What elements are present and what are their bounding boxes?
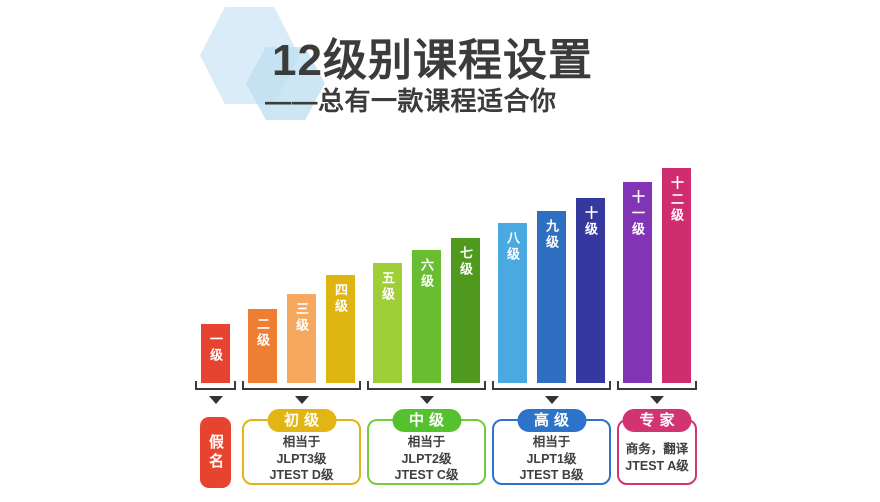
- category-description-line: 相当于: [282, 435, 321, 449]
- category-description: 相当于 JLPT2级 JTEST C级: [369, 434, 484, 484]
- down-arrow-icon: [419, 396, 434, 404]
- group-bracket: [367, 381, 486, 390]
- down-arrow-icon: [650, 396, 664, 404]
- page-subtitle: ——总有一款课程适合你: [265, 86, 557, 116]
- level-bar-10: 十级: [576, 198, 605, 383]
- category-description-line: JTEST D级: [269, 468, 334, 482]
- category-description-line: 商务，翻译: [625, 442, 689, 456]
- category-label: 假名: [207, 433, 224, 472]
- category-description-line: JLPT2级: [401, 451, 452, 466]
- category-box-2: 中级相当于 JLPT2级 JTEST C级: [367, 409, 486, 485]
- category-pill: 中级: [391, 409, 462, 432]
- category-description-line: JTEST A级: [625, 458, 689, 473]
- down-arrow-icon: [294, 396, 309, 404]
- category-pill: 初级: [266, 409, 337, 432]
- category-pill: 高级: [516, 409, 587, 432]
- level-bar-11: 十一级: [623, 182, 652, 383]
- level-bar-label: 十二级: [669, 176, 684, 224]
- level-bar-7: 七级: [451, 238, 480, 383]
- category-box-3: 高级相当于 JLPT1级 JTEST B级: [492, 409, 611, 485]
- category-description-line: 相当于: [407, 435, 446, 449]
- category-box-0: 假名: [200, 417, 231, 488]
- level-bar-label: 十一级: [630, 190, 645, 238]
- category-description-line: JLPT1级: [526, 451, 577, 466]
- level-bar-1: 一级: [201, 324, 230, 383]
- level-bar-label: 十级: [583, 206, 598, 238]
- category-box-4: 专家商务，翻译 JTEST A级: [617, 409, 697, 485]
- level-bar-2: 二级: [248, 309, 277, 383]
- page-title: 12级别课程设置: [272, 36, 593, 85]
- group-bracket: [242, 381, 361, 390]
- level-bar-label: 一级: [208, 332, 223, 364]
- category-description-line: JLPT3级: [276, 451, 327, 466]
- level-bar-12: 十二级: [662, 168, 691, 383]
- level-bar-4: 四级: [326, 275, 355, 383]
- group-bracket: [617, 381, 697, 390]
- category-description: 相当于 JLPT3级 JTEST D级: [244, 434, 359, 484]
- down-arrow-icon: [544, 396, 559, 404]
- level-bar-3: 三级: [287, 294, 316, 383]
- level-bar-9: 九级: [537, 211, 566, 383]
- level-bar-label: 八级: [505, 231, 520, 263]
- category-pill: 专家: [622, 409, 692, 432]
- level-bar-8: 八级: [498, 223, 527, 383]
- level-bar-label: 九级: [544, 219, 559, 251]
- category-description-line: JTEST C级: [394, 468, 459, 482]
- group-bracket: [195, 381, 236, 390]
- category-box-1: 初级相当于 JLPT3级 JTEST D级: [242, 409, 361, 485]
- category-description-line: 相当于: [532, 435, 571, 449]
- category-description-line: JTEST B级: [519, 468, 584, 482]
- group-bracket: [492, 381, 611, 390]
- level-bar-label: 六级: [419, 258, 434, 290]
- category-description: 商务，翻译 JTEST A级: [619, 441, 695, 474]
- down-arrow-icon: [208, 396, 223, 404]
- level-bar-label: 三级: [294, 302, 309, 334]
- level-bar-label: 五级: [380, 271, 395, 303]
- level-bar-label: 四级: [333, 283, 348, 315]
- level-bar-label: 七级: [458, 246, 473, 278]
- level-bar-label: 二级: [255, 317, 270, 349]
- level-bar-6: 六级: [412, 250, 441, 383]
- level-bar-5: 五级: [373, 263, 402, 383]
- category-description: 相当于 JLPT1级 JTEST B级: [494, 434, 609, 484]
